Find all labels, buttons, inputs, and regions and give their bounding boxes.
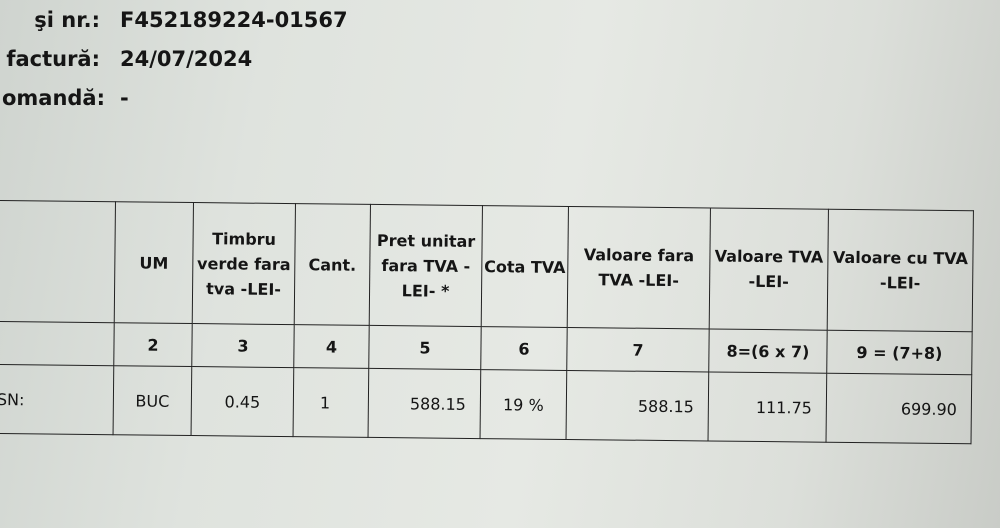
cell-pret: 588.15 [368,368,481,439]
col-num: 4 [293,324,370,369]
cell-timbru: 0.45 [191,366,294,437]
header-timbru: Timbru verde fara tva -LEI- [192,202,296,325]
col-num [0,321,115,366]
header-row: UM Timbru verde fara tva -LEI- Cant. Pre… [0,200,974,332]
cell-cota: 19 % [480,369,567,440]
header-cota: Cota TVA [481,205,569,328]
header-valoare-tva: Valoare TVA -LEI- [709,207,829,331]
cell-valoare-fara: 588.15 [566,370,709,441]
col-num: 6 [480,326,568,371]
header-cant: Cant. [294,203,371,326]
header-um: UM [114,201,194,324]
cell-valoare-tva: 111.75 [708,371,827,443]
cell-valoare-cu: 699.90 [826,373,972,444]
col-num: 5 [368,325,482,370]
cell-um: BUC [113,365,192,436]
header-product [0,200,116,323]
col-num: 7 [566,327,710,372]
col-num: 3 [191,323,295,368]
col-num: 2 [113,322,193,367]
col-num: 9 = (7+8) [826,330,973,375]
table-row: SN: BUC 0.45 1 588.15 19 % 588.15 111.75… [0,364,972,444]
header-valoare-fara: Valoare fara TVA -LEI- [567,206,711,329]
cell-product: SN: [0,364,114,435]
header-pret: Pret unitar fara TVA -LEI- * [369,204,483,327]
cell-cant: 1 [293,367,369,438]
header-valoare-cu: Valoare cu TVA -LEI- [827,209,974,332]
invoice-items-table: UM Timbru verde fara tva -LEI- Cant. Pre… [0,200,974,444]
col-num: 8=(6 x 7) [708,328,828,374]
